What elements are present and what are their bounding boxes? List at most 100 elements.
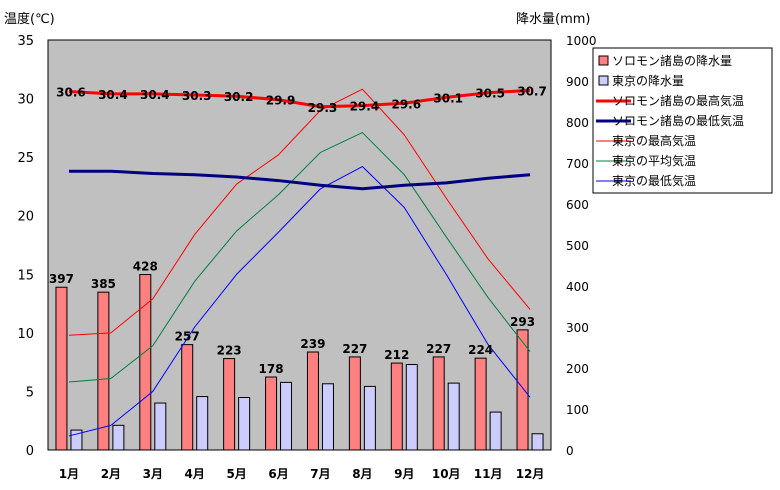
- plot-area: [47, 39, 552, 451]
- bar-value-label: 227: [342, 342, 367, 356]
- bar: [97, 291, 110, 451]
- bar-value-label: 223: [217, 344, 242, 358]
- x-tick-label: 4月: [185, 467, 205, 481]
- x-tick-label: 2月: [101, 467, 121, 481]
- legend-label: 東京の平均気温: [612, 153, 696, 168]
- series-line: [68, 88, 531, 109]
- bar-value-label: 239: [300, 337, 325, 351]
- bar: [516, 329, 529, 451]
- line-value-label: 30.4: [140, 88, 170, 102]
- x-tick-label: 1月: [59, 467, 79, 481]
- line-value-label: 29.9: [266, 94, 296, 108]
- right-tick-label: 100: [566, 403, 589, 417]
- bar: [531, 433, 544, 451]
- left-tick-label: 0: [26, 444, 34, 459]
- right-tick-label: 200: [566, 362, 589, 376]
- bar-value-label: 293: [510, 315, 535, 329]
- series-line: [68, 132, 531, 383]
- x-tick-label: 9月: [394, 467, 414, 481]
- bar: [348, 356, 361, 451]
- series-line: [68, 166, 531, 437]
- line-value-label: 30.6: [56, 86, 86, 100]
- line-value-label: 29.6: [391, 97, 421, 111]
- bar-value-label: 257: [175, 330, 200, 344]
- bar: [196, 396, 209, 451]
- legend-label: ソロモン諸島の最高気温: [612, 93, 744, 108]
- x-tick-label: 10月: [432, 467, 461, 481]
- right-tick-label: 500: [566, 239, 589, 253]
- bar: [489, 411, 502, 451]
- legend-label: 東京の最高気温: [612, 133, 696, 148]
- bar-value-label: 227: [426, 342, 451, 356]
- line-value-label: 30.5: [475, 87, 505, 101]
- bar: [181, 344, 194, 451]
- right-tick-label: 600: [566, 198, 589, 212]
- line-value-label: 30.4: [98, 88, 128, 102]
- x-axis: 1月 2月 3月 4月 5月 6月 7月 8月 9月 10月 11月 12月: [59, 467, 545, 481]
- data-label-group: 397 385 428 257 223 178 239 227 212 227 224 293 30.6…: [49, 84, 547, 376]
- right-tick-label: 800: [566, 116, 589, 130]
- bar: [238, 397, 251, 451]
- bar: [432, 356, 445, 451]
- x-tick-label: 11月: [474, 467, 503, 481]
- bar-value-label: 385: [91, 277, 116, 291]
- bar: [390, 362, 403, 451]
- left-tick-label: 25: [17, 151, 34, 166]
- bar: [265, 376, 278, 451]
- legend-label: ソロモン諸島の最低気温: [612, 113, 744, 128]
- legend-label: ソロモン諸島の降水量: [612, 53, 732, 68]
- left-tick-label: 20: [17, 210, 34, 225]
- x-tick-label: 5月: [226, 467, 246, 481]
- bar-value-label: 178: [259, 362, 284, 376]
- bar: [363, 385, 376, 451]
- line-value-label: 29.3: [308, 101, 338, 115]
- line-group: [68, 88, 531, 437]
- bar: [306, 351, 319, 451]
- legend-swatch: [598, 55, 609, 66]
- bar-group: [55, 274, 544, 451]
- right-tick-label: 400: [566, 280, 589, 294]
- right-axis-label: 降水量(mm): [516, 12, 590, 27]
- bar: [139, 274, 152, 451]
- bar-value-label: 212: [384, 348, 409, 362]
- right-tick-label: 900: [566, 75, 589, 89]
- right-tick-label: 0: [566, 444, 574, 458]
- bar: [55, 286, 68, 451]
- bar: [70, 429, 83, 451]
- bar: [447, 382, 460, 451]
- bar: [112, 424, 125, 451]
- bar: [474, 357, 487, 451]
- line-value-label: 29.4: [350, 100, 380, 114]
- left-tick-label: 10: [17, 327, 34, 342]
- bar: [405, 364, 418, 451]
- left-axis: 0 5 10 15 20 25 30 35: [17, 34, 34, 459]
- left-tick-label: 5: [26, 385, 34, 400]
- legend-label: 東京の降水量: [612, 74, 684, 88]
- x-tick-label: 12月: [516, 467, 545, 481]
- bar-value-label: 224: [468, 343, 493, 357]
- bar: [154, 402, 167, 451]
- x-tick-label: 8月: [352, 467, 372, 481]
- line-value-label: 30.2: [224, 90, 254, 104]
- legend-swatch: [598, 75, 609, 86]
- bar: [223, 358, 236, 451]
- series-line: [68, 88, 531, 336]
- right-tick-label: 700: [566, 157, 589, 171]
- bar: [280, 381, 293, 451]
- x-tick-label: 7月: [310, 467, 330, 481]
- left-tick-label: 30: [17, 93, 34, 108]
- x-tick-label: 6月: [268, 467, 288, 481]
- line-value-label: 30.1: [433, 91, 463, 105]
- right-tick-label: 1000: [566, 34, 597, 48]
- legend-label: 東京の最低気温: [612, 173, 696, 188]
- x-tick-label: 3月: [143, 467, 163, 481]
- bar: [321, 383, 334, 451]
- right-tick-label: 300: [566, 321, 589, 335]
- left-axis-label: 温度(℃): [4, 11, 55, 27]
- right-axis: 0 100 200 300 400 500 600 700 800 900 1000: [566, 34, 597, 458]
- left-tick-label: 35: [17, 34, 34, 49]
- bar-value-label: 397: [49, 272, 74, 286]
- line-value-label: 30.7: [517, 84, 547, 98]
